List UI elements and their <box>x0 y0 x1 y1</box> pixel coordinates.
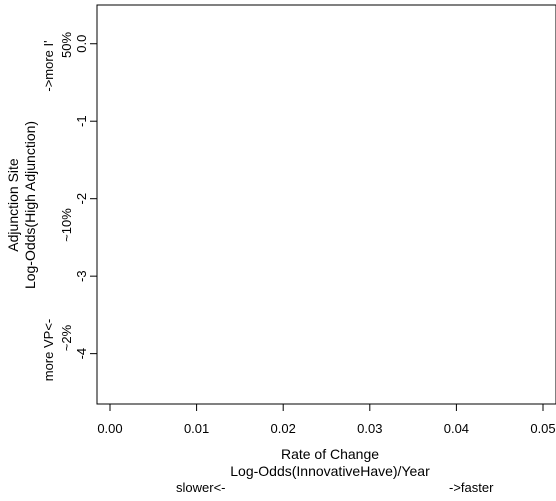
y-axis-sublabel: Log-Odds(High Adjunction) <box>22 121 38 289</box>
y-annotation-50pct: 50% <box>59 32 74 58</box>
x-tick-label: 0.00 <box>97 421 122 436</box>
y-tick-label: -4 <box>74 348 89 360</box>
x-axis-label: Rate of Change <box>281 446 379 462</box>
y-axis: 0.0 -1 -2 -3 -4 <box>74 35 97 360</box>
y-annotation-2pct: ~2% <box>59 324 74 351</box>
x-annotation-slower: slower<- <box>176 480 226 495</box>
y-annotation-10pct: ~10% <box>59 208 74 242</box>
y-axis-label: Adjunction Site <box>5 158 21 252</box>
plot-area-frame <box>96 4 556 405</box>
x-tick-label: 0.05 <box>530 421 555 436</box>
x-annotation-faster: ->faster <box>449 480 494 495</box>
x-tick-label: 0.04 <box>444 421 469 436</box>
y-tick-label: -1 <box>74 115 89 127</box>
x-tick-label: 0.03 <box>357 421 382 436</box>
y-tick-label: 0.0 <box>74 35 89 53</box>
x-axis-sublabel: Log-Odds(InnovativeHave)/Year <box>230 463 430 479</box>
x-tick-label: 0.01 <box>184 421 209 436</box>
y-tick-label: -3 <box>74 270 89 282</box>
y-tick-label: -2 <box>74 193 89 205</box>
y-annotation-more-vp: more VP<- <box>41 319 56 382</box>
x-tick-label: 0.02 <box>271 421 296 436</box>
x-axis: 0.00 0.01 0.02 0.03 0.04 0.05 <box>97 404 556 436</box>
y-annotation-more-i: ->more I' <box>41 40 56 91</box>
